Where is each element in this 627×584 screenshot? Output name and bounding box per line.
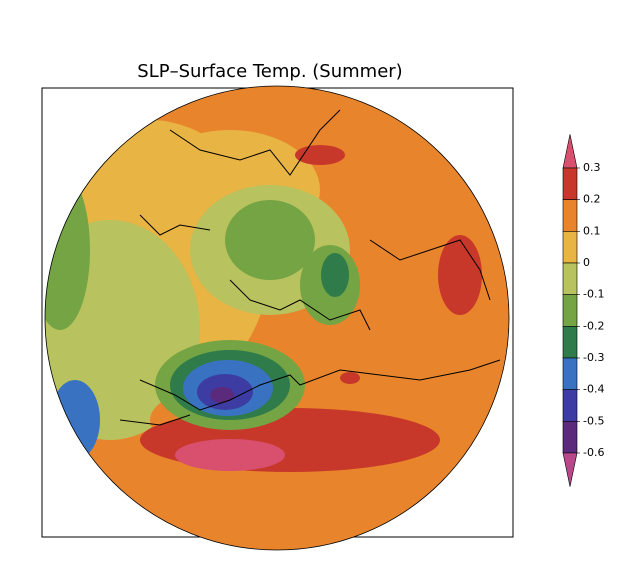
title: SLP–Surface Temp. (Summer) bbox=[137, 61, 402, 82]
colorbar-tick-label: 0.1 bbox=[583, 224, 601, 237]
globe-outline bbox=[44, 85, 510, 551]
colorbar-band bbox=[562, 421, 578, 454]
colorbar-tick-label: -0.2 bbox=[583, 319, 604, 332]
colorbar-tick-label: -0.4 bbox=[583, 383, 604, 396]
colorbar-band bbox=[562, 294, 578, 327]
contour-map bbox=[45, 86, 509, 550]
colorbar-band bbox=[562, 231, 578, 264]
colorbar-band bbox=[562, 389, 578, 422]
colorbar-end bbox=[562, 134, 578, 169]
colorbar-tick-label: -0.1 bbox=[583, 288, 604, 301]
colorbar-band bbox=[562, 326, 578, 359]
colorbar-band bbox=[562, 262, 578, 295]
colorbar-tick-label: -0.3 bbox=[583, 351, 604, 364]
colorbar-tick-label: -0.6 bbox=[583, 446, 604, 459]
colorbar: 0.3 0.2 0.1 0 -0.1 -0.2 -0.3 -0.4 -0.5 -0.6 bbox=[562, 134, 604, 487]
colorbar-tick-label: 0 bbox=[583, 256, 590, 269]
colorbar-tick-label: -0.5 bbox=[583, 414, 604, 427]
colorbar-band bbox=[562, 199, 578, 232]
colorbar-tick-label: 0.3 bbox=[583, 161, 601, 174]
colorbar-tick-label: 0.2 bbox=[583, 193, 601, 206]
colorbar-band bbox=[562, 357, 578, 390]
colorbar-band bbox=[562, 167, 578, 200]
colorbar-end bbox=[562, 452, 578, 487]
